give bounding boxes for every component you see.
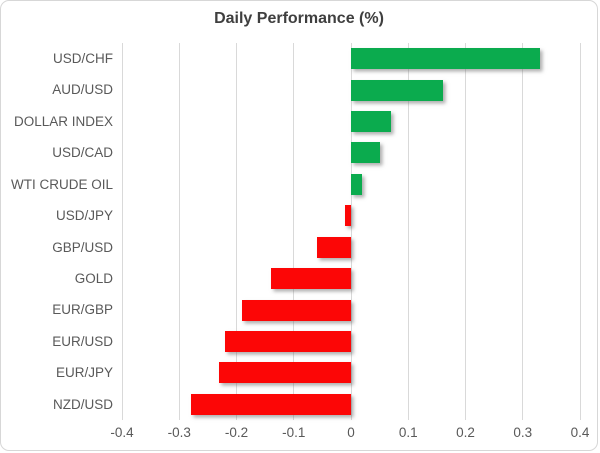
bar-wti-crude-oil	[351, 173, 363, 195]
x-tick-label: 0	[347, 425, 355, 440]
category-axis-labels: USD/CHF AUD/USD DOLLAR INDEX USD/CAD WTI CRU…	[1, 43, 113, 420]
x-tick-label: -0.2	[224, 425, 249, 440]
bar-eur-usd	[225, 330, 351, 352]
x-tick-label: -0.4	[110, 425, 134, 440]
bar-usd-jpy	[345, 205, 351, 227]
value-axis-labels: -0.4 -0.3 -0.2 -0.1 0 0.1 0.2 0.3 0.4	[1, 425, 597, 445]
category-label: AUD/USD	[52, 82, 113, 98]
category-label: EUR/USD	[52, 333, 113, 349]
x-tick-label: -0.3	[167, 425, 191, 440]
x-tick-label: 0.2	[456, 425, 475, 440]
category-label: GBP/USD	[52, 239, 113, 255]
category-label: NZD/USD	[53, 396, 113, 412]
gridline--0.1	[293, 43, 295, 420]
gridline--0.4	[121, 43, 123, 420]
category-label: DOLLAR INDEX	[13, 113, 113, 129]
gridline-0	[350, 43, 352, 420]
gridline--0.2	[236, 43, 237, 420]
x-tick-label: 0.1	[398, 425, 418, 440]
category-label: USD/CHF	[53, 51, 113, 66]
gridline-0.2	[465, 43, 466, 420]
bar-usd-cad	[351, 142, 380, 164]
bar-usd-chf	[351, 48, 540, 70]
bar-gbp-usd	[316, 236, 351, 258]
bar-eur-jpy	[219, 362, 351, 384]
category-label: USD/CAD	[52, 145, 113, 161]
gridline--0.3	[178, 43, 180, 420]
category-label: EUR/GBP	[52, 302, 113, 318]
bar-nzd-usd	[190, 393, 351, 415]
x-tick-label: 0.3	[513, 425, 533, 440]
gridline-0.1	[407, 43, 409, 420]
x-tick-label: -0.1	[282, 425, 306, 440]
bar-dollar-index	[351, 111, 392, 133]
category-label: WTI CRUDE OIL	[10, 176, 113, 192]
bar-gold	[270, 268, 351, 290]
category-label: USD/JPY	[55, 208, 113, 224]
plot-area	[121, 43, 581, 420]
chart-title: Daily Performance (%)	[214, 10, 384, 27]
x-tick-label: 0.4	[570, 425, 590, 440]
bar-eur-gbp	[242, 299, 351, 321]
category-label: GOLD	[74, 270, 113, 286]
category-label: EUR/JPY	[55, 365, 113, 381]
gridline-0.3	[522, 43, 524, 420]
gridline-0.4	[579, 43, 581, 420]
bar-aud-usd	[351, 79, 443, 101]
